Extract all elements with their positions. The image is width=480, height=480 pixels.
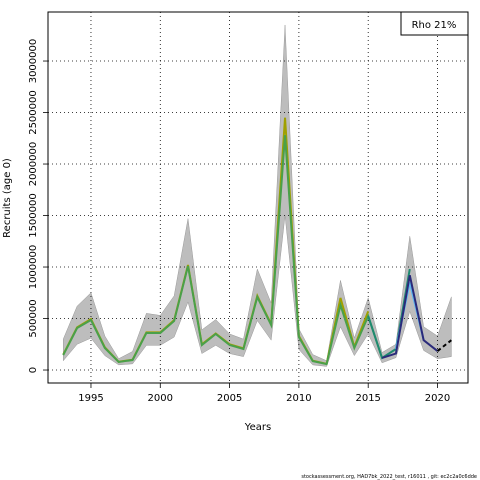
y-tick-label: 3000000 bbox=[28, 39, 39, 84]
y-tick-label: 500000 bbox=[28, 299, 39, 337]
x-tick-label: 2010 bbox=[286, 393, 311, 404]
series-line bbox=[381, 275, 439, 359]
plot-frame bbox=[47, 11, 469, 384]
annotation-box bbox=[400, 11, 469, 36]
footer: stockassessment.org, HAD7bk_2022_test, r… bbox=[301, 474, 477, 480]
series-line bbox=[62, 135, 384, 366]
y-tick-label: 2000000 bbox=[28, 142, 39, 187]
x-tick-label: 2000 bbox=[148, 393, 173, 404]
y-tick-label: 1000000 bbox=[28, 245, 39, 290]
annotation: Rho 21% bbox=[412, 20, 457, 31]
x-tick-label: 2015 bbox=[355, 393, 380, 404]
x-tick-label: 2005 bbox=[217, 393, 242, 404]
y-tick-label: 0 bbox=[28, 367, 39, 373]
x-tick-label: 2020 bbox=[425, 393, 450, 404]
x-tick-label: 1995 bbox=[78, 393, 103, 404]
confidence-band bbox=[62, 24, 452, 367]
y-tick-label: 1500000 bbox=[28, 193, 39, 238]
y-axis-label: Recruits (age 0) bbox=[2, 158, 13, 238]
x-axis-label: Years bbox=[244, 422, 271, 433]
y-tick-label: 2500000 bbox=[28, 90, 39, 135]
series-line bbox=[436, 339, 452, 352]
